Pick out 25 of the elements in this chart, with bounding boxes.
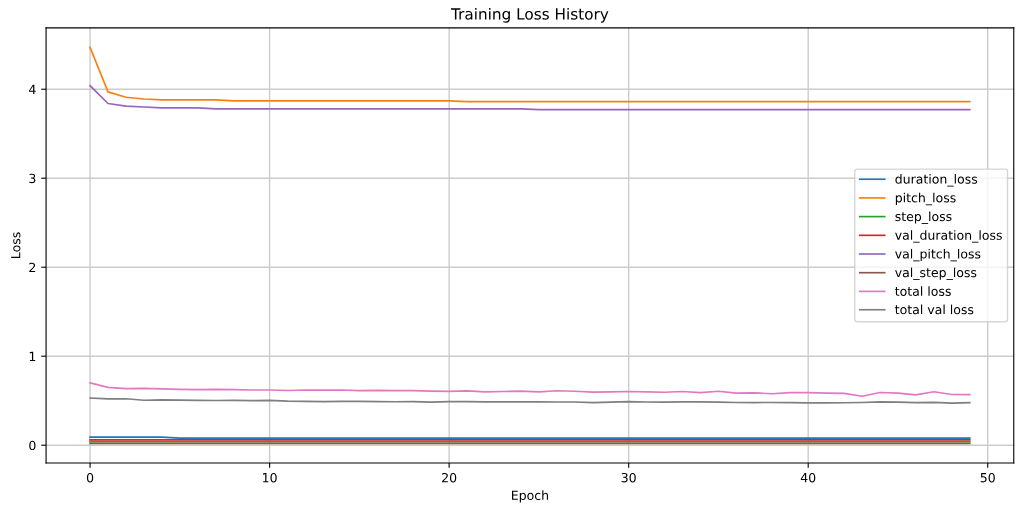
x-tick-label: 40 [800, 472, 816, 483]
y-tick-label: 1 [29, 351, 36, 361]
y-tick-label: 0 [29, 440, 36, 451]
legend-label: val_duration_loss [895, 230, 1002, 243]
legend-label: total loss [895, 286, 951, 296]
legend-label: val_pitch_loss [895, 248, 981, 262]
legend-label: step_loss [895, 211, 952, 224]
legend-label: duration_loss [895, 174, 978, 187]
line-series [89, 84, 971, 111]
x-tick-label: 20 [442, 472, 457, 483]
y-axis-title: Loss [11, 232, 21, 258]
x-axis-title: Epoch [512, 490, 548, 503]
legend-label: val_step_loss [895, 267, 977, 281]
line-series [89, 46, 971, 103]
x-tick-label: 50 [980, 472, 995, 483]
y-tick-label: 3 [29, 173, 36, 184]
y-tick-label: 4 [29, 84, 36, 94]
legend-label: total val loss [895, 304, 974, 315]
x-tick-label: 30 [621, 472, 636, 483]
x-tick-label: 0 [86, 472, 94, 483]
line-series [89, 382, 971, 398]
x-tick-label: 10 [263, 472, 277, 483]
legend-label: pitch_loss [895, 192, 956, 206]
chart-title: Training Loss History [450, 7, 609, 23]
y-tick-label: 2 [29, 262, 36, 272]
